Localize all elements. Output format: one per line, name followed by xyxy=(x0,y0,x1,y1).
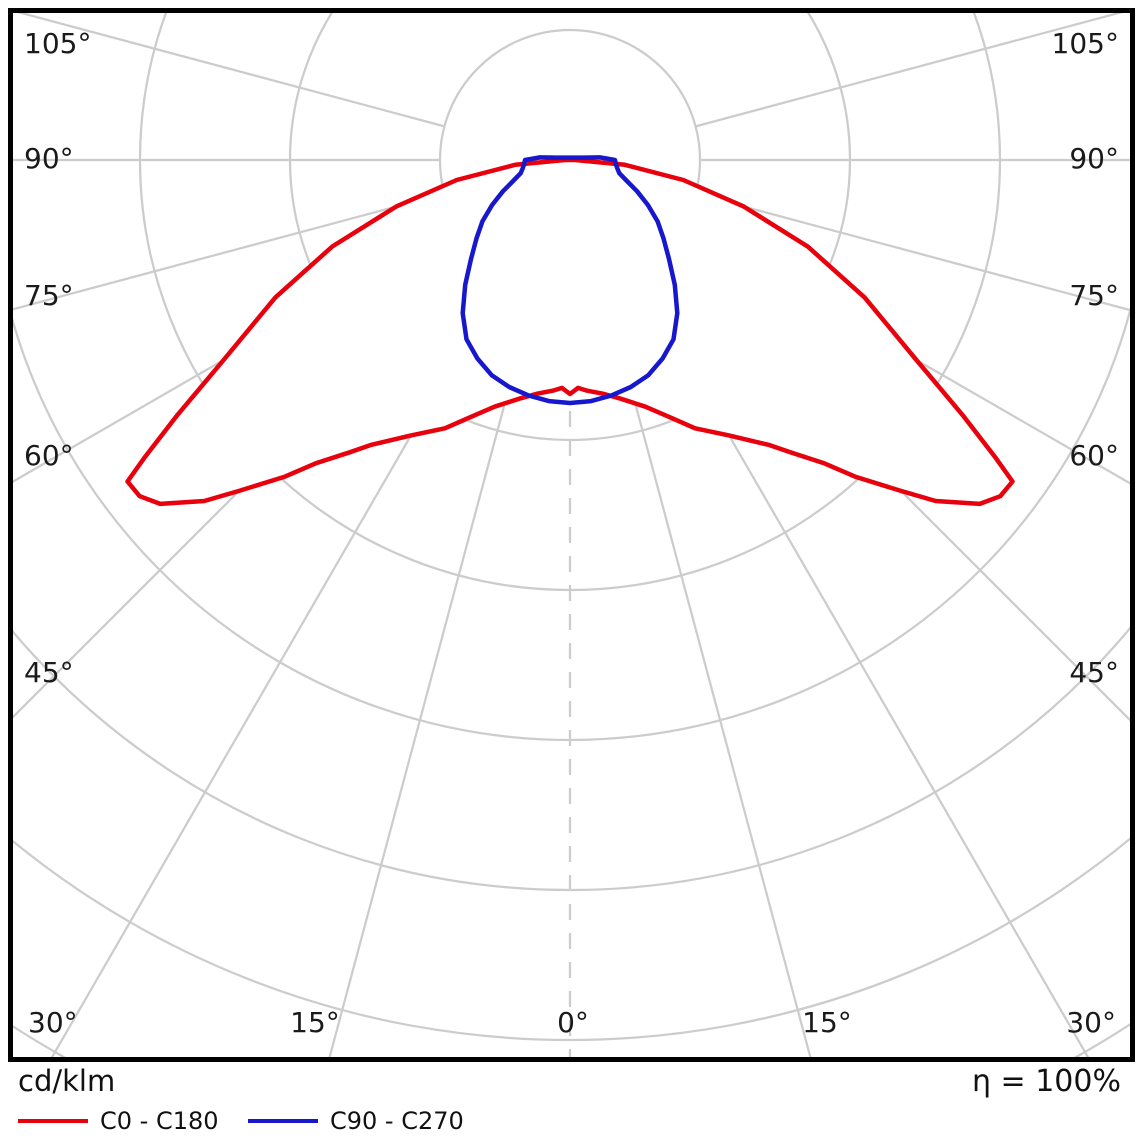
legend-item-c90-c270: C90 - C270 xyxy=(248,1106,464,1136)
grid-spoke xyxy=(602,285,812,1057)
angle-label: 75° xyxy=(1069,279,1119,312)
angle-label: 105° xyxy=(1052,27,1119,60)
grid-spoke xyxy=(50,272,506,1057)
chart-footer: cd/klm η = 100% C0 - C180 C90 - C270 xyxy=(0,1062,1143,1143)
angle-label: 30° xyxy=(28,1006,78,1039)
grid-spoke xyxy=(695,192,1130,312)
angle-label: 60° xyxy=(24,439,74,472)
curves-layer xyxy=(125,155,1015,507)
legend-label-c0-c180: C0 - C180 xyxy=(100,1107,219,1135)
angle-label: 45° xyxy=(24,656,74,689)
grid-spoke xyxy=(13,192,445,311)
angle-label: 30° xyxy=(1066,1006,1116,1039)
angle-label: 75° xyxy=(24,279,74,312)
angle-label: 15° xyxy=(290,1006,340,1039)
efficiency-label: η = 100% xyxy=(972,1064,1121,1099)
angle-label: 90° xyxy=(24,142,74,175)
angle-label: 90° xyxy=(1069,142,1119,175)
units-label: cd/klm xyxy=(18,1064,116,1098)
grid-spoke xyxy=(695,13,1123,128)
legend-label-c90-c270: C90 - C270 xyxy=(330,1107,464,1135)
angle-label: 15° xyxy=(802,1006,852,1039)
legend-line-red-icon xyxy=(18,1119,88,1123)
legend-item-c0-c180: C0 - C180 xyxy=(18,1106,219,1136)
angle-label: 45° xyxy=(1069,656,1119,689)
angle-label: 105° xyxy=(24,27,91,60)
grid-spoke xyxy=(328,285,538,1057)
grid-spoke xyxy=(17,13,445,128)
plot-border xyxy=(8,8,1135,1062)
grid-spoke xyxy=(634,272,1090,1057)
series-c90-c270 xyxy=(460,155,680,406)
grid-ring xyxy=(13,837,1130,1041)
series-c90-c270-fill xyxy=(462,157,678,403)
angle-label: 0° xyxy=(557,1006,589,1039)
angle-label: 60° xyxy=(1069,439,1119,472)
legend-line-blue-icon xyxy=(248,1119,318,1123)
series-c0-c180 xyxy=(125,157,1015,507)
legend: C0 - C180 C90 - C270 xyxy=(0,1106,1143,1142)
